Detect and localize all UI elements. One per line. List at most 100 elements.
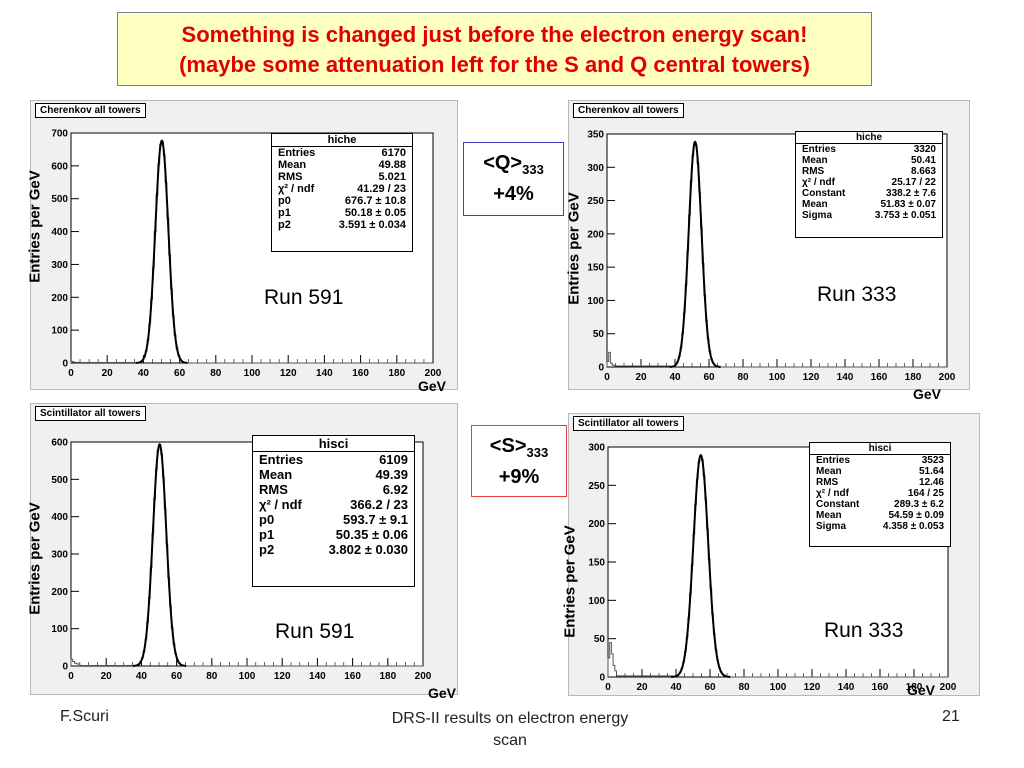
stats-value: 50.35 ± 0.06 [335,527,408,542]
y-tick-label: 150 [588,558,605,569]
x-tick-label: 20 [101,671,113,682]
stats-box-name: hisci [253,436,414,452]
stats-value: 366.2 / 23 [350,497,408,512]
stats-key: Constant [802,188,846,199]
stats-key: p0 [278,195,291,207]
x-tick-label: 60 [174,368,186,379]
stats-row: Mean 49.88 [272,159,412,171]
x-tick-label: 0 [604,372,610,383]
stats-row: Mean 49.39 [253,467,414,482]
x-tick-label: 180 [906,682,923,693]
slide-title-line-1: Something is changed just before the ele… [181,22,808,47]
x-tick-label: 0 [68,368,74,379]
x-tick-label: 0 [605,682,611,693]
y-tick-label: 300 [51,550,68,561]
x-tick-label: 180 [388,368,405,379]
stats-key: Sigma [816,521,847,532]
histogram-bars [70,444,423,667]
x-tick-label: 40 [136,671,148,682]
x-axis-unit-label: GeV [428,685,457,701]
y-tick-label: 400 [51,512,68,523]
footer-title-line-2: scan [493,732,527,749]
x-axis-unit-label: GeV [913,386,942,402]
x-tick-label: 40 [670,682,682,693]
stats-box: hiche Entries 3320 Mean 50.41 RMS 8.663 χ² / nd… [795,131,943,238]
stats-row: Sigma 4.358 ± 0.053 [810,521,950,532]
stats-row: RMS 6.92 [253,482,414,497]
y-tick-label: 250 [588,481,605,492]
stats-box: hiche Entries 6170 Mean 49.88 RMS 5.021 χ² / nd… [271,133,413,252]
x-axis-unit-label: GeV [418,378,447,394]
comparison-value: +4% [493,183,534,205]
y-tick-label: 500 [51,194,68,205]
y-tick-label: 300 [588,443,605,454]
x-tick-label: 160 [872,682,889,693]
stats-value: 50.18 ± 0.05 [344,207,406,219]
histogram-bars [607,454,948,678]
stats-row: Mean 54.59 ± 0.09 [810,510,950,521]
y-tick-label: 50 [594,634,606,645]
x-tick-label: 100 [770,682,787,693]
stats-box: hisci Entries 3523 Mean 51.64 RMS 12.46 χ² / nd… [809,442,951,547]
y-tick-label: 300 [587,163,604,174]
histogram-title: Scintillator all towers [573,416,684,431]
comparison-box-s: <S>333 +9% [471,425,567,497]
slide-title-line-2: (maybe some attenuation left for the S a… [179,52,810,77]
stats-row: p2 3.591 ± 0.034 [272,219,412,231]
comparison-run-subscript: 333 [522,162,544,177]
stats-value: 51.64 [918,466,944,477]
stats-key: Entries [278,147,316,159]
stats-value: 54.59 ± 0.09 [888,510,944,521]
y-axis-label: Entries per GeV [565,192,583,305]
stats-key: χ² / ndf [816,488,849,499]
x-tick-label: 60 [703,372,715,383]
x-axis-unit-label: GeV [907,682,936,698]
stats-row: Constant 338.2 ± 7.6 [796,188,942,199]
stats-key: Mean [816,466,842,477]
x-tick-label: 20 [635,372,647,383]
stats-row: Entries 6170 [272,147,412,159]
x-tick-label: 40 [669,372,681,383]
y-axis-label: Entries per GeV [26,502,44,615]
stats-key: p1 [259,527,275,542]
stats-row: RMS 5.021 [272,171,412,183]
stats-value: 3320 [913,144,936,155]
y-tick-label: 600 [51,161,68,172]
run-label: Run 333 [824,619,904,642]
stats-key: RMS [259,482,288,497]
x-tick-label: 140 [837,372,854,383]
x-tick-label: 100 [769,372,786,383]
stats-value: 51.83 ± 0.07 [880,199,936,210]
stats-value: 164 / 25 [907,488,944,499]
stats-key: Mean [802,199,828,210]
y-tick-label: 500 [51,475,68,486]
run-label: Run 591 [275,620,355,643]
y-axis-label: Entries per GeV [26,170,44,283]
stats-row: Entries 3523 [810,455,950,466]
gaussian-fit-curve [671,454,731,678]
gaussian-fit-curve [132,442,187,667]
x-tick-label: 80 [210,368,222,379]
stats-key: χ² / ndf [278,183,315,195]
stats-value: 6170 [381,147,406,159]
x-tick-label: 120 [803,372,820,383]
histogram-bars [606,142,947,368]
stats-key: χ² / ndf [802,177,835,188]
gaussian-fit-curve [669,140,721,368]
stats-row: χ² / ndf 366.2 / 23 [253,497,414,512]
y-tick-label: 200 [51,293,68,304]
stats-row: Mean 50.41 [796,155,942,166]
stats-key: p0 [259,512,275,527]
stats-value: 6109 [379,452,408,467]
plot-panel-scintillator-run591: 0 100 200 300 400 500 600 0 20 40 60 80 100 120 140 160… [30,403,458,695]
stats-key: Constant [816,499,860,510]
stats-row: p1 50.35 ± 0.06 [253,527,414,542]
stats-value: 289.3 ± 6.2 [894,499,944,510]
stats-key: RMS [802,166,825,177]
stats-key: χ² / ndf [259,497,302,512]
stats-key: RMS [816,477,839,488]
stats-key: Entries [802,144,836,155]
y-tick-label: 0 [62,662,68,673]
stats-row: p1 50.18 ± 0.05 [272,207,412,219]
histogram-title: Cherenkov all towers [573,103,684,118]
